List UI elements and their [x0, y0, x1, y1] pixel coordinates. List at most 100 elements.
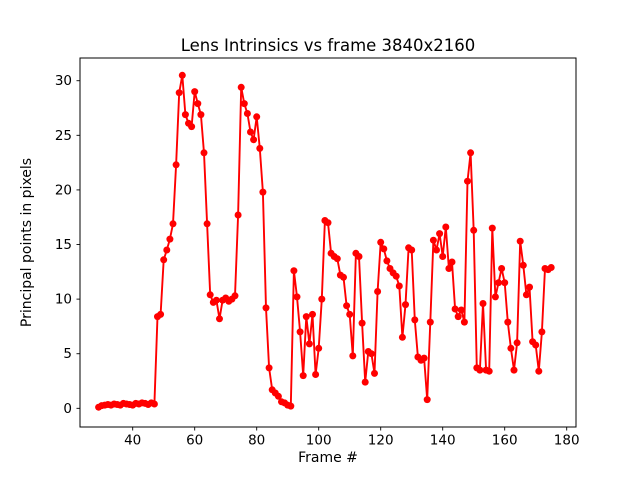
data-point [315, 344, 323, 352]
data-point [535, 367, 543, 375]
data-point [163, 246, 171, 254]
data-point [194, 100, 202, 108]
y-tick-label: 20 [55, 182, 72, 198]
data-point [402, 301, 409, 309]
data-point [470, 226, 478, 234]
data-point [296, 328, 304, 336]
data-point [485, 367, 493, 375]
data-point [433, 246, 440, 254]
data-point [340, 273, 347, 281]
data-point [216, 315, 223, 323]
data-point [237, 83, 245, 91]
data-point [380, 245, 388, 253]
data-point [250, 136, 258, 144]
data-point [256, 144, 264, 152]
data-point [374, 288, 382, 295]
data-point [274, 392, 282, 400]
data-point [197, 111, 205, 119]
data-point [265, 364, 273, 372]
data-point [302, 313, 310, 321]
data-point [181, 111, 189, 119]
y-tick-label: 10 [55, 292, 72, 308]
data-point [259, 188, 267, 196]
data-point [464, 177, 471, 185]
x-tick-label: 80 [248, 433, 265, 449]
y-axis-label: Principal points in pixels [19, 158, 35, 327]
data-point [343, 302, 351, 310]
data-point [460, 318, 468, 326]
data-point [243, 110, 251, 117]
data-point [188, 123, 196, 131]
data-point [377, 238, 385, 246]
x-tick-label: 140 [430, 433, 456, 449]
data-point [429, 236, 437, 244]
data-point [398, 333, 406, 341]
data-point [203, 220, 211, 228]
data-point [498, 265, 506, 272]
x-tick-label: 40 [124, 433, 141, 449]
y-tick-label: 25 [55, 128, 72, 144]
data-point [169, 220, 177, 228]
data-series [95, 71, 555, 411]
data-point [371, 369, 378, 377]
data-point [172, 161, 180, 169]
data-point [513, 339, 521, 347]
data-point [519, 261, 527, 269]
data-point [253, 113, 261, 121]
x-tick-label: 180 [554, 433, 580, 449]
data-point [479, 300, 487, 307]
data-point [157, 310, 165, 318]
data-point [166, 235, 174, 243]
data-point [526, 283, 533, 291]
data-point [150, 400, 158, 408]
data-point [516, 237, 524, 245]
plot-border [79, 57, 577, 428]
data-point [454, 313, 462, 321]
data-point [346, 310, 354, 318]
data-point [293, 293, 301, 301]
data-point [451, 305, 459, 313]
data-point [367, 350, 375, 358]
data-point [312, 371, 320, 378]
data-point [423, 396, 431, 404]
data-point [318, 295, 326, 303]
x-tick-label: 160 [492, 433, 518, 449]
data-point [408, 246, 416, 254]
data-point [392, 272, 400, 280]
data-point [426, 318, 434, 326]
data-point [247, 128, 254, 136]
data-point [324, 219, 332, 227]
data-point [420, 354, 428, 362]
y-tick-label: 30 [55, 73, 72, 89]
y-tick-label: 0 [63, 401, 72, 417]
x-tick-label: 120 [368, 433, 394, 449]
data-point [439, 253, 447, 260]
data-point [178, 71, 186, 79]
data-point [287, 402, 295, 410]
data-point [231, 292, 239, 300]
data-point [262, 304, 270, 312]
data-point [436, 230, 444, 238]
data-point [442, 223, 450, 231]
data-point [240, 100, 248, 108]
data-point [383, 257, 391, 265]
data-point [457, 306, 465, 314]
data-point [349, 352, 357, 360]
data-point [476, 366, 484, 374]
data-line [97, 74, 553, 409]
data-point [160, 256, 168, 264]
data-point [522, 291, 530, 299]
data-point [290, 267, 298, 275]
data-point [507, 344, 515, 352]
x-tick-label: 100 [306, 433, 332, 449]
data-point [395, 282, 403, 290]
axes: 40 60 80 100 120 140 160 180 0 5 10 15 20 25 30 [55, 57, 580, 449]
data-point [299, 372, 307, 380]
data-point [305, 340, 313, 348]
data-point [355, 253, 363, 260]
y-tick-label: 15 [55, 237, 72, 253]
x-axis-label: Frame # [298, 450, 358, 466]
data-point [488, 224, 496, 232]
